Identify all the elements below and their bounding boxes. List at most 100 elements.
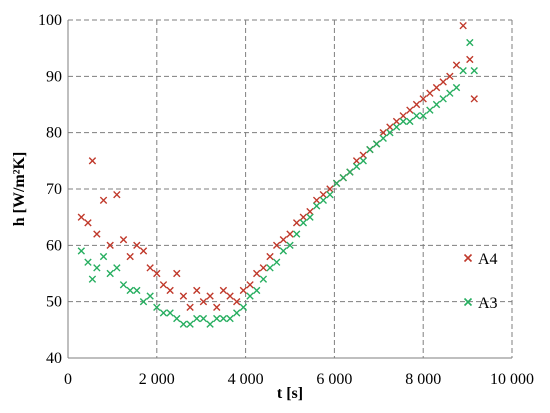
- legend-item-a3: A3: [463, 295, 498, 312]
- data-point-a3: [386, 128, 394, 137]
- data-point-a4: [299, 213, 308, 221]
- data-point-a3: [392, 123, 401, 131]
- x-tick-label: 2 000: [139, 371, 175, 388]
- data-point-a4: [412, 100, 421, 109]
- data-point-a3: [84, 258, 92, 266]
- x-tick-label: 8 000: [405, 371, 441, 388]
- data-point-a3: [153, 303, 161, 311]
- x-tick-label: 0: [64, 371, 72, 388]
- data-point-a3: [93, 264, 101, 272]
- data-point-a3: [226, 314, 234, 323]
- data-point-a4: [306, 207, 314, 216]
- data-point-a3: [379, 134, 387, 142]
- data-point-a4: [159, 281, 168, 289]
- data-point-a3: [259, 275, 268, 283]
- data-point-a3: [193, 314, 201, 323]
- data-point-a4: [292, 219, 301, 227]
- data-point-a3: [319, 196, 327, 204]
- data-point-a3: [173, 314, 181, 323]
- data-point-a3: [439, 95, 447, 103]
- data-point-a3: [426, 106, 434, 114]
- data-point-a4: [259, 264, 268, 272]
- data-point-a3: [199, 314, 208, 323]
- data-point-a3: [166, 309, 174, 317]
- data-point-a3: [372, 140, 381, 148]
- data-point-a3: [292, 230, 301, 238]
- data-point-a3: [126, 286, 134, 295]
- data-point-a4: [399, 112, 407, 120]
- data-point-a4: [119, 236, 128, 244]
- data-point-a3: [359, 157, 367, 165]
- data-point-a4: [246, 281, 254, 289]
- data-point-a4: [312, 196, 321, 204]
- data-point-a4: [88, 157, 97, 165]
- legend-item-a4: A4: [463, 251, 498, 268]
- legend-label: A4: [478, 251, 498, 268]
- data-point-a4: [439, 78, 447, 86]
- data-point-a4: [352, 157, 361, 165]
- data-point-a3: [452, 83, 461, 92]
- data-point-a4: [213, 303, 221, 311]
- data-point-a4: [206, 292, 214, 300]
- data-point-a3: [339, 174, 347, 182]
- y-axis-label: h [W/m²K]: [11, 152, 28, 227]
- data-point-a3: [406, 117, 414, 126]
- data-point-a4: [446, 72, 454, 81]
- data-point-a3: [233, 309, 241, 317]
- data-point-a4: [199, 297, 208, 306]
- data-point-a4: [139, 247, 148, 255]
- y-tick-label: 60: [46, 237, 62, 254]
- data-point-a3: [446, 89, 454, 97]
- series-layer: [77, 21, 478, 328]
- data-point-a3: [466, 38, 474, 47]
- axes: [67, 20, 512, 359]
- data-point-a4: [466, 55, 474, 64]
- data-point-a4: [173, 269, 181, 278]
- data-point-a3: [352, 162, 361, 171]
- data-point-a4: [470, 95, 478, 103]
- data-point-a4: [392, 117, 401, 126]
- data-point-a4: [113, 190, 121, 199]
- data-point-a3: [266, 264, 274, 272]
- legend-label: A3: [478, 295, 498, 312]
- data-point-a3: [399, 117, 407, 126]
- data-point-a4: [432, 83, 441, 92]
- data-point-a3: [77, 247, 86, 255]
- data-point-a4: [406, 106, 414, 114]
- data-point-a4: [239, 286, 248, 295]
- data-point-a4: [193, 286, 201, 295]
- data-point-a3: [253, 286, 261, 295]
- data-point-a3: [286, 241, 294, 250]
- data-point-a3: [88, 275, 97, 283]
- data-point-a4: [126, 252, 134, 261]
- x-tick-label: 10 000: [490, 371, 534, 388]
- data-point-a3: [106, 269, 114, 278]
- data-point-a3: [326, 190, 334, 199]
- data-point-a3: [312, 202, 321, 210]
- data-point-a4: [419, 95, 427, 103]
- data-point-a4: [219, 286, 228, 295]
- data-point-a3: [119, 281, 128, 289]
- data-point-a4: [319, 190, 327, 199]
- data-point-a4: [153, 269, 161, 278]
- x-tick-label: 6 000: [316, 371, 352, 388]
- data-point-a3: [113, 264, 121, 272]
- data-point-a4: [93, 230, 101, 238]
- data-point-a3: [299, 219, 308, 227]
- data-point-a3: [366, 145, 374, 154]
- data-point-a4: [286, 230, 294, 238]
- data-point-a4: [386, 123, 394, 131]
- x-axis-label: t [s]: [277, 385, 303, 402]
- data-point-a3: [459, 67, 467, 75]
- data-point-a4: [233, 297, 241, 306]
- data-point-a4: [359, 151, 367, 159]
- data-point-a4: [166, 286, 174, 295]
- data-point-a3: [99, 252, 108, 261]
- data-point-a4: [146, 264, 154, 272]
- data-point-a3: [432, 100, 441, 109]
- y-tick-label: 70: [46, 181, 62, 198]
- data-point-a3: [346, 168, 354, 176]
- data-point-a4: [459, 21, 467, 30]
- data-point-a3: [412, 112, 421, 120]
